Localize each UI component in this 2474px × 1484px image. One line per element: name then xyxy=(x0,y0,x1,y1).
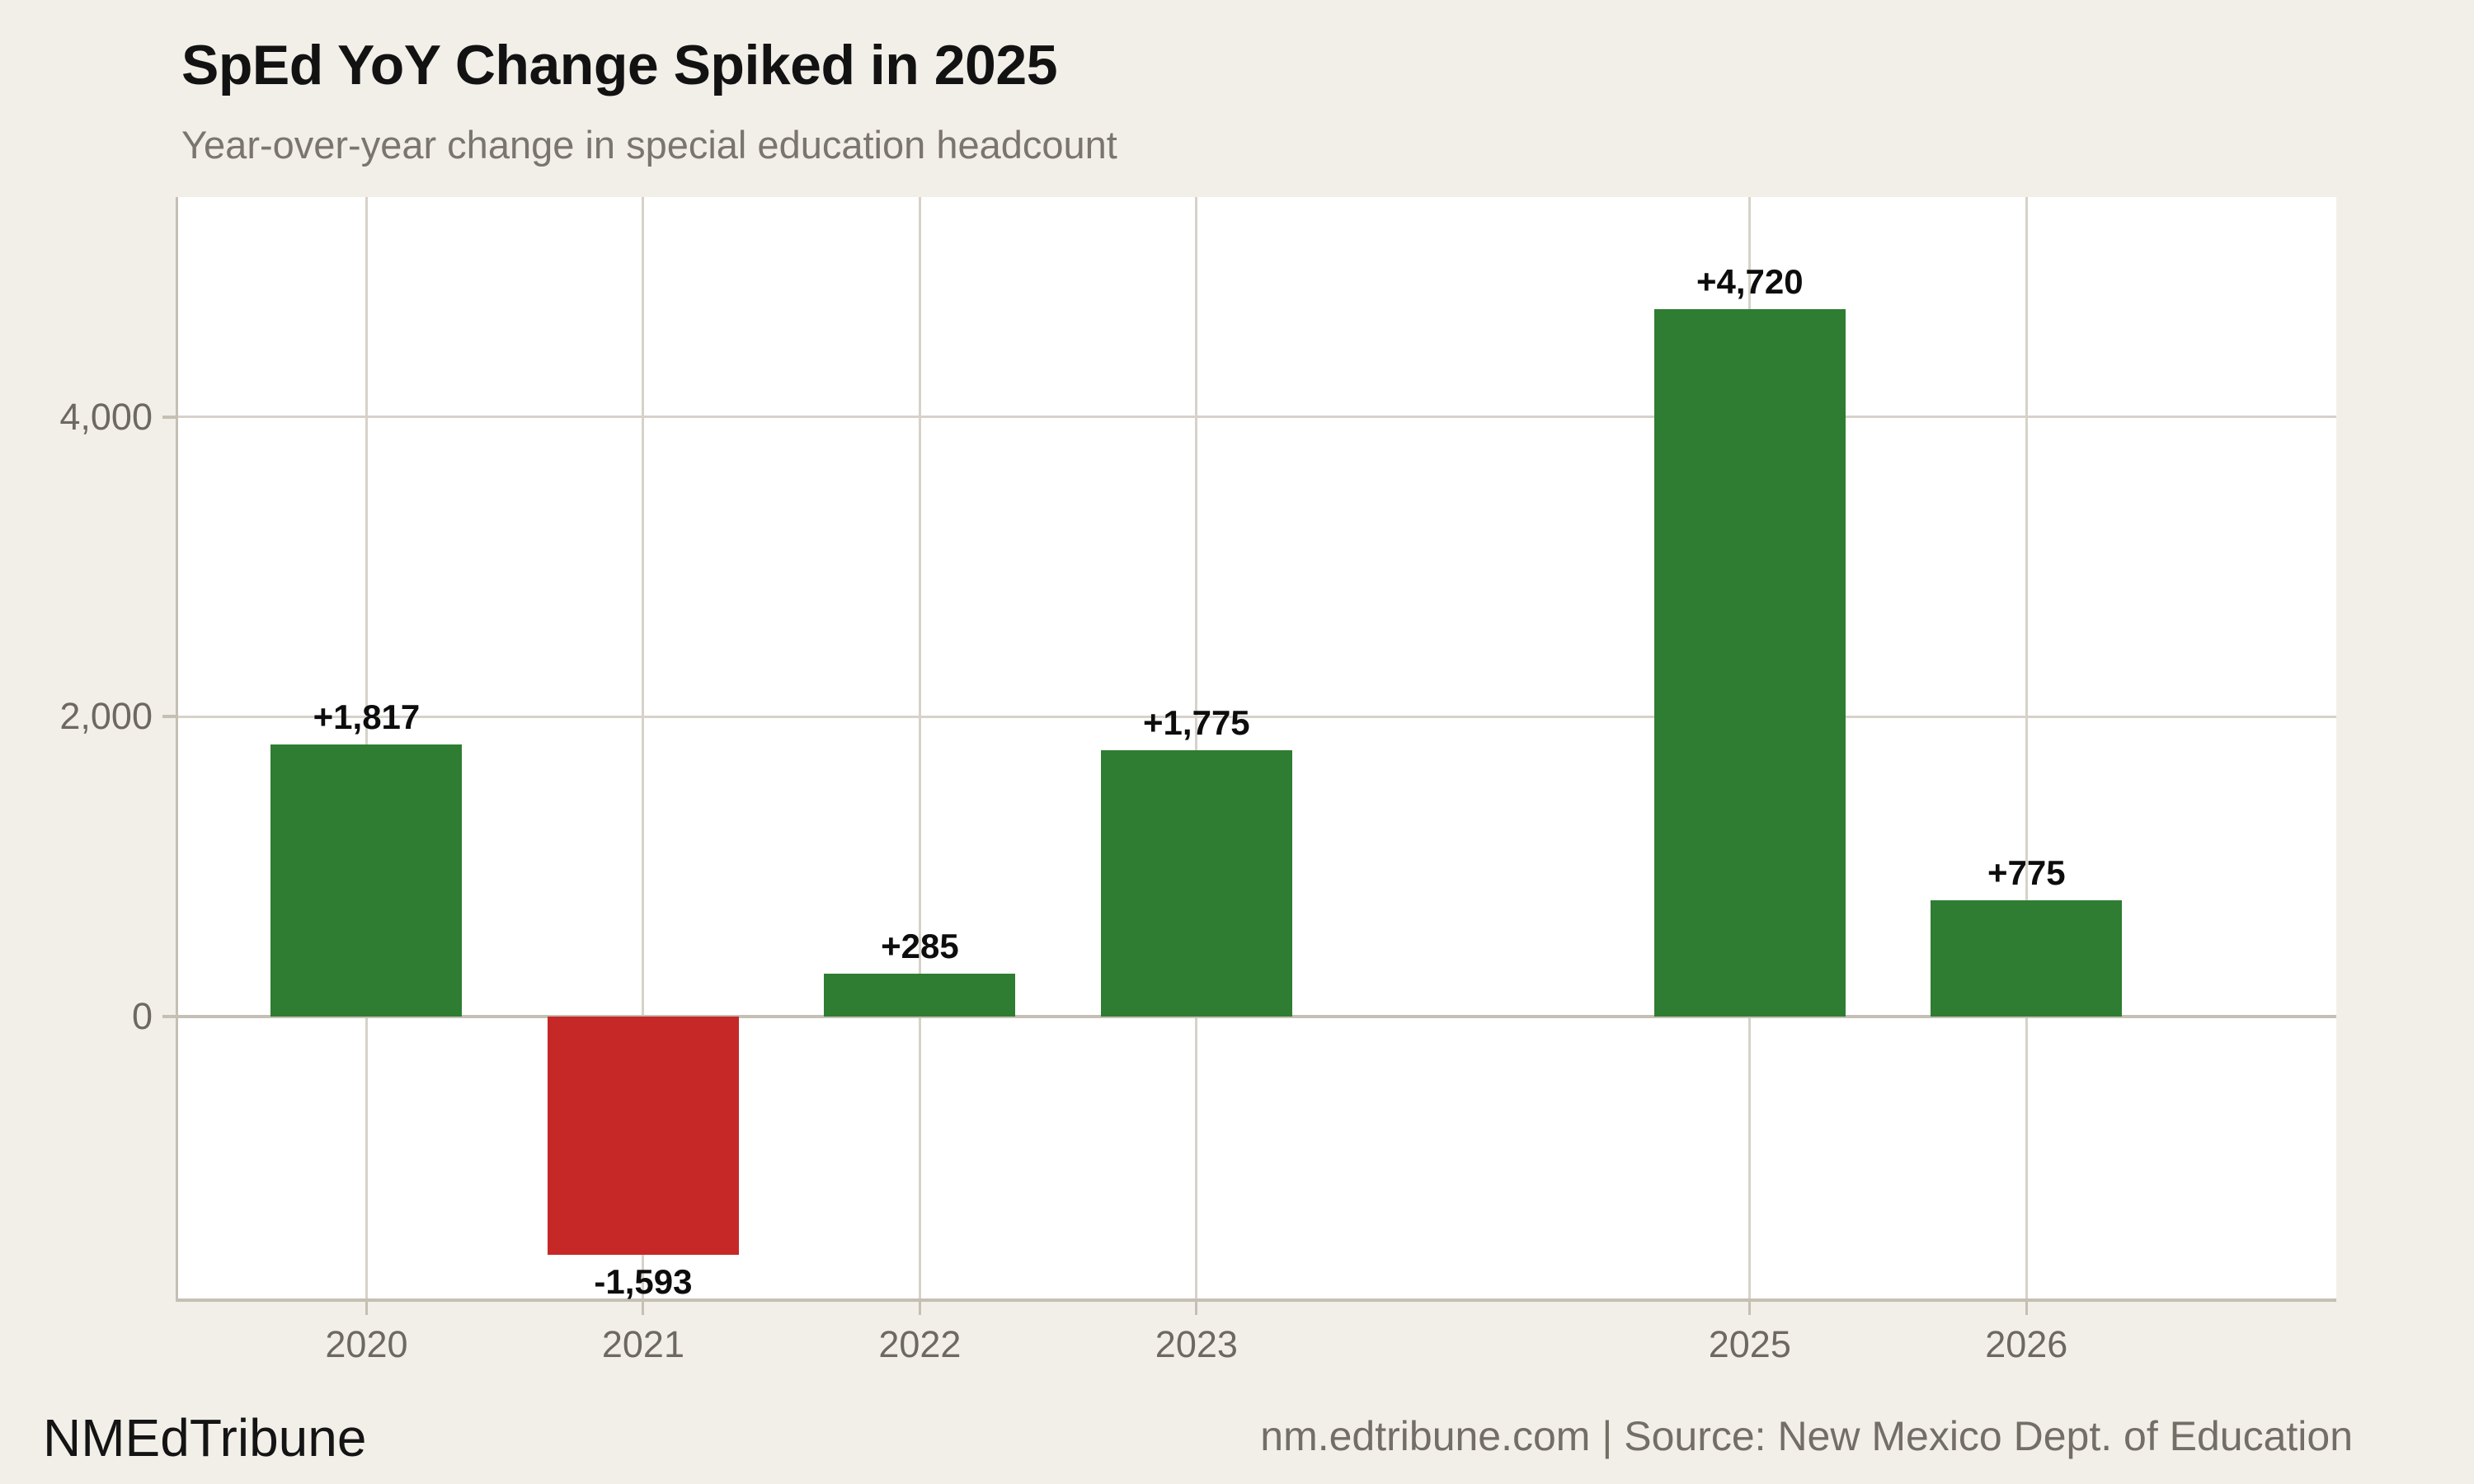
y-axis-tick xyxy=(162,715,176,719)
bar-positive xyxy=(824,974,1016,1017)
chart-subtitle: Year-over-year change in special educati… xyxy=(181,123,1117,167)
source-attribution: nm.edtribune.com | Source: New Mexico De… xyxy=(1260,1413,2353,1459)
x-axis-tick xyxy=(918,1302,921,1315)
axis-spine-bottom xyxy=(176,1298,2336,1302)
x-axis-tick xyxy=(1195,1302,1198,1315)
axis-spine-left xyxy=(176,197,178,1302)
gridline-vertical xyxy=(2025,197,2028,1298)
x-axis-tick xyxy=(2025,1302,2028,1315)
brand-mark: NMEdTribune xyxy=(43,1408,367,1468)
bar-negative xyxy=(547,1016,739,1256)
bar-value-label: +1,775 xyxy=(1143,703,1250,743)
y-axis-tick-label: 4,000 xyxy=(59,395,153,438)
bar-value-label: +1,817 xyxy=(313,697,421,736)
bar-value-label: -1,593 xyxy=(594,1262,693,1302)
y-axis-tick xyxy=(162,1014,176,1018)
bar-value-label: +285 xyxy=(881,927,959,966)
bar-positive xyxy=(270,744,463,1017)
x-axis-tick-label: 2023 xyxy=(1155,1323,1238,1365)
y-axis-tick xyxy=(162,415,176,419)
y-axis-tick-label: 0 xyxy=(131,994,153,1037)
x-axis-tick xyxy=(365,1302,368,1315)
bar-value-label: +4,720 xyxy=(1696,261,1804,301)
bar-positive xyxy=(1653,308,1846,1017)
x-axis-tick-label: 2025 xyxy=(1708,1323,1791,1365)
x-axis-tick xyxy=(642,1302,645,1315)
gridline-vertical xyxy=(918,197,921,1298)
gridline-horizontal xyxy=(176,416,2336,419)
zero-baseline xyxy=(176,1014,2336,1018)
y-axis-tick-label: 2,000 xyxy=(59,695,153,738)
bar-positive xyxy=(1931,900,2123,1017)
x-axis-tick-label: 2021 xyxy=(601,1323,684,1365)
gridline-vertical xyxy=(1195,197,1198,1298)
gridline-vertical xyxy=(642,197,645,1298)
bar-value-label: +775 xyxy=(1987,853,2066,893)
x-axis-tick-label: 2026 xyxy=(1985,1323,2068,1365)
x-axis-tick-label: 2022 xyxy=(878,1323,962,1365)
x-axis-tick-label: 2020 xyxy=(325,1323,408,1365)
plot-area: +1,817 -1,593 +285 +1,775 +4,720 +775 xyxy=(176,197,2336,1302)
bar-positive xyxy=(1100,750,1292,1017)
x-axis-tick xyxy=(1748,1302,1752,1315)
chart-title: SpEd YoY Change Spiked in 2025 xyxy=(181,34,1058,96)
gridline-horizontal xyxy=(176,715,2336,718)
